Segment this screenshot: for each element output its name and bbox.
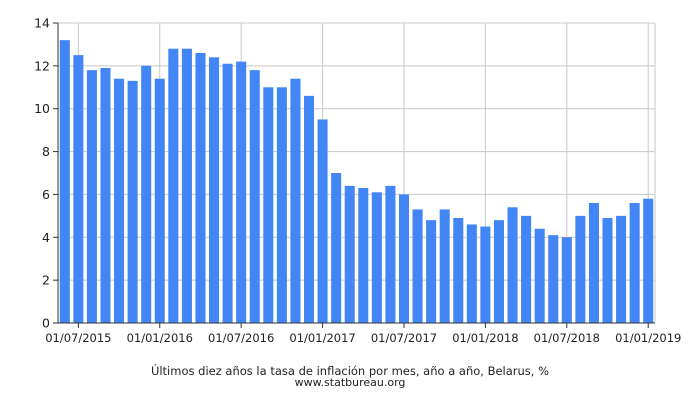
bar [331, 173, 342, 323]
x-tick-label: 01/07/2015 [45, 331, 111, 345]
y-tick-label: 12 [34, 58, 50, 73]
x-tick-label: 01/01/2018 [452, 331, 518, 345]
bar [616, 215, 627, 323]
bar [141, 65, 152, 323]
bar [344, 185, 355, 323]
bar [398, 194, 410, 323]
bar [303, 95, 315, 323]
bar [480, 226, 491, 323]
x-tick-label: 01/07/2017 [371, 331, 437, 345]
chart-title: Últimos diez años la tasa de inflación p… [150, 364, 550, 378]
bar [643, 198, 654, 323]
bar [466, 224, 477, 323]
bar [154, 78, 165, 323]
bar [263, 87, 274, 324]
bar [168, 48, 179, 323]
x-tick-label: 01/07/2018 [534, 331, 600, 345]
bar [100, 68, 111, 323]
bar [73, 55, 84, 324]
source-label: www.statbureau.org [294, 376, 406, 389]
bar [181, 48, 192, 323]
bar [249, 70, 260, 324]
bar [290, 78, 301, 323]
bar [575, 215, 586, 323]
x-tick-label: 01/07/2016 [208, 331, 274, 345]
axes-group: 0 2 4 6 8 10 12 14 01/07/2015 01/01/2016 01/07/201… [34, 16, 681, 346]
bar [453, 218, 464, 323]
bar [534, 228, 545, 323]
y-tick-label: 2 [42, 273, 50, 288]
x-tick-label: 01/01/2016 [127, 331, 193, 345]
bar [385, 185, 396, 323]
bar [195, 53, 206, 323]
bar [86, 70, 97, 324]
bar [222, 63, 233, 323]
bar [276, 87, 287, 324]
bar [317, 119, 328, 323]
bar [507, 207, 518, 323]
x-tick-label: 01/01/2019 [615, 331, 681, 345]
bar [236, 61, 247, 323]
y-tick-label: 4 [42, 230, 50, 245]
bar [439, 209, 450, 323]
y-tick-label: 8 [42, 144, 50, 159]
bars-group [59, 40, 654, 324]
bar [412, 209, 423, 323]
bar [426, 220, 437, 323]
bar [59, 40, 70, 324]
y-tick-label: 0 [42, 316, 50, 331]
bar [588, 203, 599, 323]
bar [548, 235, 559, 323]
bar [358, 188, 369, 323]
bar [561, 237, 572, 323]
y-tick-label: 6 [42, 187, 50, 202]
bar [521, 215, 532, 323]
bar [114, 78, 125, 323]
bar [493, 220, 504, 323]
bar [629, 203, 640, 323]
y-tick-label: 10 [34, 101, 50, 116]
y-tick-label: 14 [34, 16, 50, 31]
x-tick-label: 01/01/2017 [289, 331, 355, 345]
bar [602, 218, 613, 323]
bar [127, 80, 138, 323]
bar [371, 192, 382, 323]
bar [209, 57, 220, 324]
